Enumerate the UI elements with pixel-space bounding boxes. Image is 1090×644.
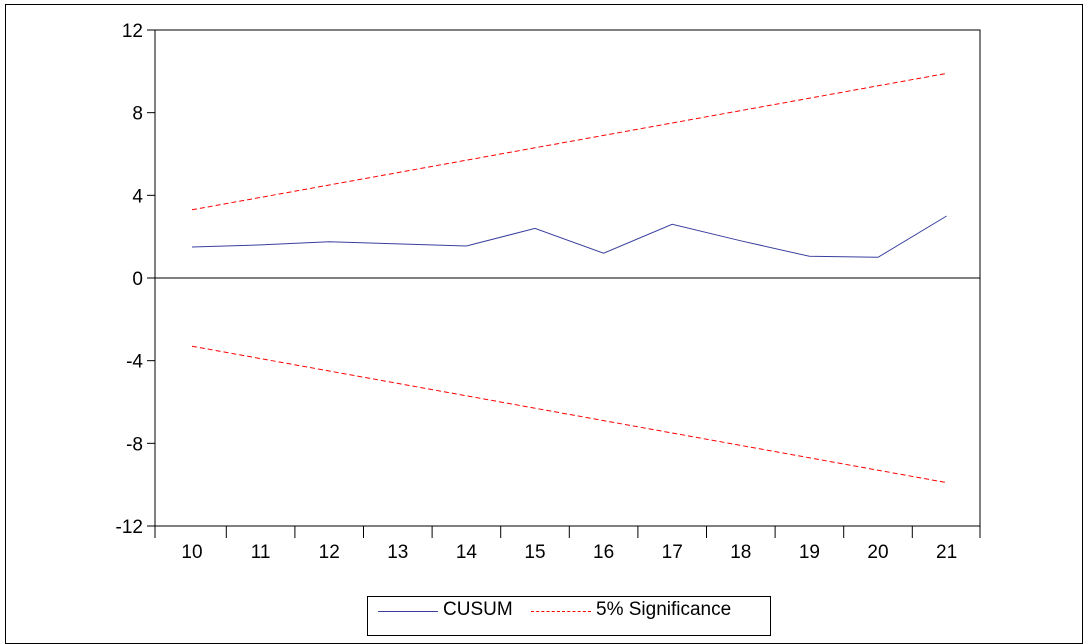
y-tick-label: 4 [132, 186, 143, 207]
legend-label-cusum: CUSUM [443, 599, 513, 620]
x-tick-label: 16 [593, 542, 614, 563]
cusum-line [191, 215, 947, 258]
x-tick-label: 10 [181, 542, 202, 563]
y-tick-label: 12 [122, 21, 143, 42]
y-tick-label: -12 [116, 517, 143, 538]
plot-area [154, 29, 981, 527]
axes: 12 8 4 0 -4 -8 -12 10 11 12 13 14 15 16 17 18 19 20 21 [116, 21, 981, 563]
x-tick-label: 14 [456, 542, 478, 563]
legend: CUSUM 5% Significance [367, 596, 771, 636]
x-tick-label: 17 [662, 542, 683, 563]
legend-label-significance: 5% Significance [596, 599, 732, 620]
chart-marks [191, 72, 947, 484]
upper-significance-line [191, 72, 947, 211]
x-tick-label: 19 [799, 542, 820, 563]
y-tick-label: -8 [126, 434, 143, 455]
x-tick-label: 18 [730, 542, 751, 563]
y-tick-label: 8 [132, 104, 143, 125]
x-tick-label: 21 [936, 542, 957, 563]
legend-swatch-significance [531, 611, 591, 612]
x-tick-label: 11 [251, 542, 271, 563]
chart-frame [5, 4, 1083, 644]
x-tick-label: 12 [319, 542, 340, 563]
x-tick-label: 20 [867, 542, 888, 563]
legend-swatch-cusum [378, 611, 438, 612]
x-tick-label: 15 [524, 542, 545, 563]
x-tick-label: 13 [387, 542, 408, 563]
lower-significance-line [191, 345, 947, 484]
y-tick-label: 0 [132, 269, 143, 290]
cusum-chart: 12 8 4 0 -4 -8 -12 10 11 12 13 14 15 16 17 18 19 20 21 [116, 21, 981, 563]
y-tick-label: -4 [126, 352, 143, 373]
